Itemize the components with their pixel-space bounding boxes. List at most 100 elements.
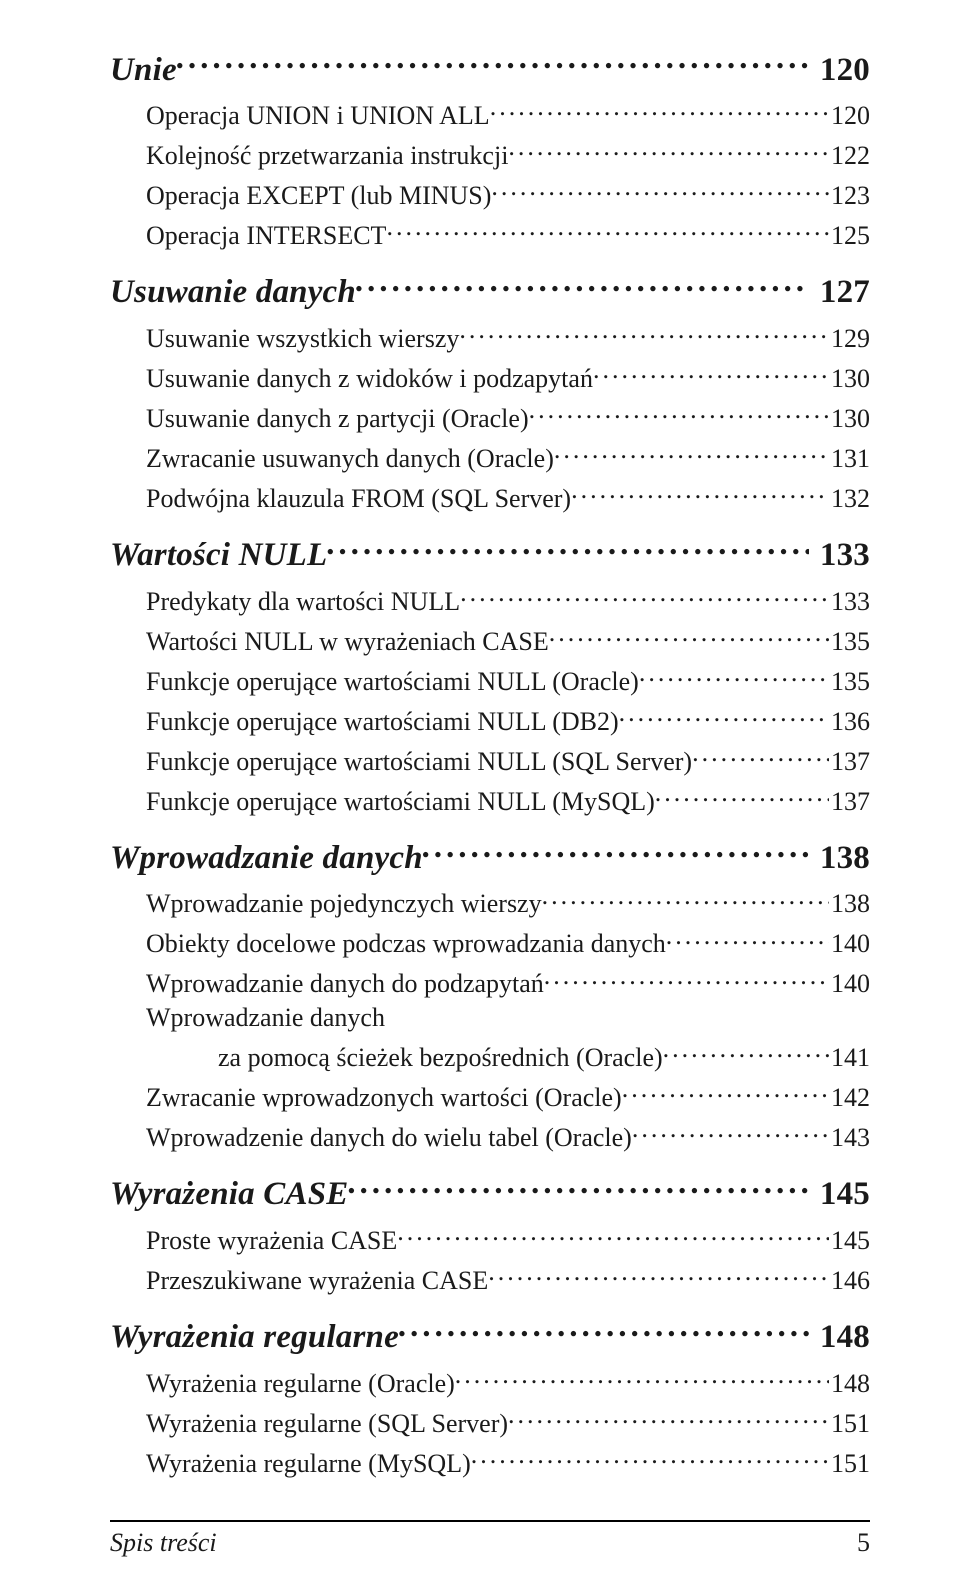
toc-dots: [177, 40, 810, 80]
toc-dots: [488, 1258, 829, 1289]
toc-sub-multiline: Wprowadzanie danych za pomocą ścieżek be…: [146, 1001, 870, 1075]
toc-sub-page: 133: [829, 585, 870, 619]
toc-sub-title: Wyrażenia regularne (Oracle): [146, 1367, 455, 1401]
toc-dots: [655, 778, 829, 809]
toc-sub-page: 131: [829, 442, 870, 476]
toc-sub: Wprowadzenie danych do wielu tabel (Orac…: [146, 1115, 870, 1155]
toc-section-page: 127: [809, 272, 870, 313]
toc-dots: [508, 1400, 829, 1431]
toc-dots: [459, 316, 829, 347]
toc-sub-title: Funkcje operujące wartościami NULL (MySQ…: [146, 785, 655, 819]
toc-section: Unie 120: [110, 40, 870, 91]
toc-section-page: 133: [809, 535, 870, 576]
toc-sub: Funkcje operujące wartościami NULL (Orac…: [146, 658, 870, 698]
toc-sub-title: Wprowadzanie danych do podzapytań: [146, 967, 544, 1001]
toc-sub-title: Funkcje operujące wartościami NULL (Orac…: [146, 665, 639, 699]
toc-dots: [663, 1035, 829, 1066]
toc-dots: [542, 881, 829, 912]
toc-sub: Wartości NULL w wyrażeniach CASE 135: [146, 618, 870, 658]
toc-section: Usuwanie danych 127: [110, 263, 870, 314]
toc-dots: [386, 213, 829, 244]
toc-sub-page: 132: [829, 482, 870, 516]
footer-label: Spis treści: [110, 1528, 217, 1558]
toc-sub: Operacja INTERSECT 125: [146, 213, 870, 253]
page-footer: Spis treści 5: [110, 1520, 870, 1558]
toc-sub-page: 138: [829, 887, 870, 921]
toc-dots: [549, 618, 829, 649]
toc-sub-page: 137: [829, 785, 870, 819]
toc-dots: [348, 1165, 809, 1205]
toc-sub-title: Funkcje operujące wartościami NULL (SQL …: [146, 745, 692, 779]
toc-sub-title-line1: Wprowadzanie danych: [146, 1001, 870, 1035]
toc-sub-page: 140: [829, 927, 870, 961]
toc-sub-title: Podwójna klauzula FROM (SQL Server): [146, 482, 571, 516]
toc-sub-title: Predykaty dla wartości NULL: [146, 585, 460, 619]
toc-dots: [423, 828, 810, 868]
toc-dots: [327, 526, 809, 566]
toc-sub-page: 120: [829, 99, 870, 133]
toc-dots: [544, 961, 829, 992]
toc-dots: [619, 698, 829, 729]
toc-sub-page: 151: [829, 1407, 870, 1441]
toc-sub-title-line2: za pomocą ścieżek bezpośrednich (Oracle): [218, 1041, 663, 1075]
toc-section-title: Unie: [110, 50, 177, 91]
toc-sub: Zwracanie wprowadzonych wartości (Oracle…: [146, 1075, 870, 1115]
toc-section-title: Wyrażenia regularne: [110, 1317, 399, 1358]
toc-sub-page: 130: [829, 362, 870, 396]
toc-sub-page: 148: [829, 1367, 870, 1401]
toc-sub: Wyrażenia regularne (SQL Server) 151: [146, 1400, 870, 1440]
toc-sub-title: Wyrażenia regularne (SQL Server): [146, 1407, 508, 1441]
toc-section-page: 120: [809, 50, 870, 91]
toc-sub: Funkcje operujące wartościami NULL (MySQ…: [146, 778, 870, 818]
toc-sub-page: 135: [829, 665, 870, 699]
toc-dots: [666, 921, 829, 952]
toc-sub-title: Usuwanie wszystkich wierszy: [146, 322, 459, 356]
toc-sub-title: Przeszukiwane wyrażenia CASE: [146, 1264, 488, 1298]
toc-sub: Przeszukiwane wyrażenia CASE 146: [146, 1258, 870, 1298]
toc-sub-page: 125: [829, 219, 870, 253]
toc-sub-title: Usuwanie danych z partycji (Oracle): [146, 402, 529, 436]
toc-dots: [399, 1308, 810, 1348]
toc-sub-title: Wyrażenia regularne (MySQL): [146, 1447, 471, 1481]
toc-sub: Usuwanie danych z partycji (Oracle) 130: [146, 396, 870, 436]
toc-section-page: 148: [809, 1317, 870, 1358]
toc-sub: Operacja EXCEPT (lub MINUS) 123: [146, 173, 870, 213]
toc-section-title: Usuwanie danych: [110, 272, 356, 313]
toc-dots: [593, 356, 829, 387]
toc-section: Wyrażenia CASE 145: [110, 1165, 870, 1216]
toc-dots: [529, 396, 829, 427]
toc-sub-page: 129: [829, 322, 870, 356]
toc-dots: [471, 1440, 829, 1471]
toc-sub: Predykaty dla wartości NULL 133: [146, 578, 870, 618]
toc-section-title: Wartości NULL: [110, 535, 327, 576]
toc-dots: [692, 738, 829, 769]
toc-sub: Operacja UNION i UNION ALL 120: [146, 93, 870, 133]
toc-sub-page: 140: [829, 967, 870, 1001]
toc-dots: [571, 476, 829, 507]
toc-section-title: Wyrażenia CASE: [110, 1174, 348, 1215]
toc-sub-title: Zwracanie wprowadzonych wartości (Oracle…: [146, 1081, 622, 1115]
toc-section: Wyrażenia regularne 148: [110, 1308, 870, 1359]
toc-dots: [632, 1115, 829, 1146]
toc-sub-page: 136: [829, 705, 870, 739]
toc-section: Wprowadzanie danych 138: [110, 828, 870, 879]
toc-sub-title: Obiekty docelowe podczas wprowadzania da…: [146, 927, 666, 961]
toc-sub: Zwracanie usuwanych danych (Oracle) 131: [146, 436, 870, 476]
toc-sub: Wyrażenia regularne (Oracle) 148: [146, 1361, 870, 1401]
toc-sub-title: Kolejność przetwarzania instrukcji: [146, 139, 508, 173]
toc-sub: Podwójna klauzula FROM (SQL Server) 132: [146, 476, 870, 516]
toc-sub-page: 141: [829, 1041, 870, 1075]
toc-dots: [508, 133, 829, 164]
toc-dots: [639, 658, 829, 689]
toc-sub: Proste wyrażenia CASE 145: [146, 1218, 870, 1258]
toc-sub: Obiekty docelowe podczas wprowadzania da…: [146, 921, 870, 961]
toc-sub: Wyrażenia regularne (MySQL) 151: [146, 1440, 870, 1480]
toc-sub-title: Wprowadzenie danych do wielu tabel (Orac…: [146, 1121, 632, 1155]
toc-sub-title: Operacja UNION i UNION ALL: [146, 99, 490, 133]
toc-sub-title: Funkcje operujące wartościami NULL (DB2): [146, 705, 619, 739]
toc-sub-title: Operacja INTERSECT: [146, 219, 386, 253]
toc-dots: [622, 1075, 829, 1106]
toc-sub-title: Wprowadzanie pojedynczych wierszy: [146, 887, 542, 921]
toc-dots: [356, 263, 809, 303]
toc-sub-title: Wartości NULL w wyrażeniach CASE: [146, 625, 549, 659]
